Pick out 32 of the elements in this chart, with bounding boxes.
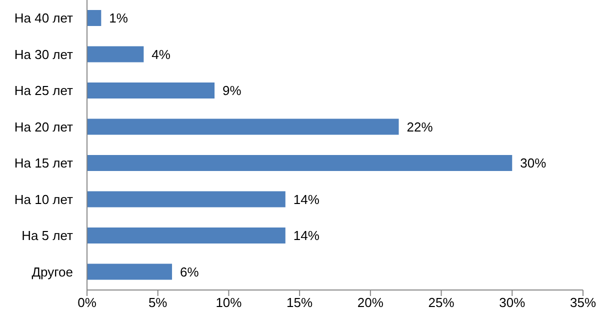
- y-tick-label: На 20 лет: [14, 119, 74, 134]
- x-tick-label: 0%: [78, 295, 97, 310]
- y-tick-label: На 5 лет: [22, 228, 74, 244]
- bar: [87, 10, 102, 26]
- x-tick-label: 5%: [148, 295, 168, 310]
- data-label: 30%: [520, 156, 547, 171]
- data-label: 9%: [222, 83, 242, 98]
- bar: [87, 118, 399, 135]
- bar: [87, 82, 215, 98]
- x-tick-label: 20%: [357, 295, 384, 310]
- x-tick-label: 15%: [286, 295, 314, 310]
- data-label: 6%: [180, 264, 200, 280]
- y-tick-label: Другое: [32, 264, 73, 280]
- bar: [87, 191, 286, 208]
- y-tick-label: На 25 лет: [14, 83, 74, 98]
- y-tick-label: На 15 лет: [14, 156, 74, 171]
- data-label: 1%: [109, 10, 128, 26]
- x-tick-label: 35%: [570, 295, 596, 310]
- x-tick-label: 25%: [428, 295, 455, 310]
- y-tick-label: На 40 лет: [14, 10, 74, 26]
- bar: [87, 228, 286, 244]
- data-label: 22%: [406, 119, 434, 134]
- data-label: 4%: [152, 46, 171, 62]
- bar: [87, 46, 144, 62]
- x-tick-label: 30%: [499, 295, 526, 310]
- y-tick-label: На 10 лет: [14, 192, 74, 207]
- x-tick-label: 10%: [216, 295, 242, 310]
- data-label: 14%: [293, 192, 320, 207]
- y-tick-label: На 30 лет: [14, 46, 74, 62]
- bar: [87, 264, 172, 280]
- data-label: 14%: [293, 228, 320, 244]
- bar: [87, 155, 512, 171]
